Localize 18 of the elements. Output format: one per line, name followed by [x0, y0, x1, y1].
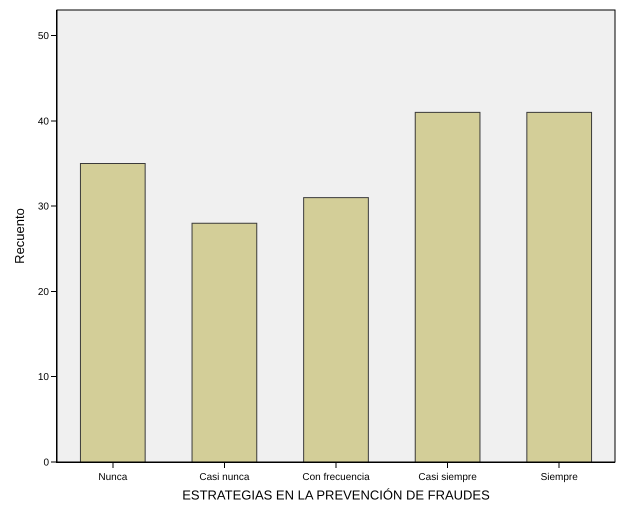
bar	[414, 112, 480, 462]
x-axis-title: ESTRATEGIAS EN LA PREVENCIÓN DE FRAUDES	[182, 488, 490, 503]
x-tick-label: Casi siempre	[418, 472, 478, 483]
bar	[303, 197, 369, 462]
y-axis-title: Recuento	[12, 208, 27, 264]
x-tick-label: Casi nunca	[199, 472, 250, 483]
y-tick-label: 50	[38, 31, 50, 42]
y-tick-label: 10	[38, 372, 50, 384]
bar	[192, 222, 258, 462]
bar	[526, 112, 592, 462]
y-tick-label: 0	[43, 458, 50, 468]
y-tick-label: 30	[38, 202, 50, 213]
x-tick-label: Nunca	[98, 472, 128, 483]
bar	[80, 163, 146, 462]
y-tick-label: 20	[38, 286, 50, 298]
x-tick-label: Con frecuencia	[302, 472, 370, 483]
y-tick-label: 40	[38, 116, 50, 128]
x-tick-label: Siempre	[540, 472, 578, 483]
